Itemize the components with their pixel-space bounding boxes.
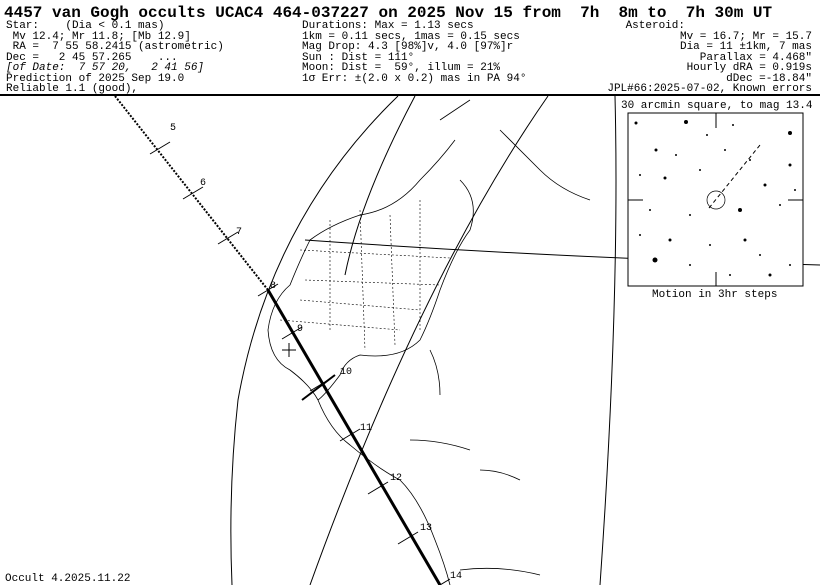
star-dot xyxy=(749,159,751,161)
time-tick-label: 14 xyxy=(450,571,462,582)
star-dot xyxy=(759,254,761,256)
star-dot xyxy=(699,169,701,171)
time-tick xyxy=(397,531,419,545)
star-dot xyxy=(668,238,672,242)
durations-line: 1km = 0.11 secs, 1mas = 0.15 secs xyxy=(302,30,520,43)
inset-caption-bottom: Motion in 3hr steps xyxy=(652,289,778,301)
asteroid-line: Hourly dRA = 0.919s xyxy=(686,62,812,74)
asteroid-line: JPL#66:2025-07-02, Known errors xyxy=(607,83,812,95)
star-dot xyxy=(724,149,726,151)
time-tick xyxy=(281,326,303,340)
star-dot xyxy=(689,264,691,266)
time-tick xyxy=(217,231,239,245)
star-dot xyxy=(706,134,708,136)
star-dot xyxy=(649,209,651,211)
star-line: Mv 12.4; Mr 11.8; [Mb 12.9] xyxy=(6,30,191,43)
star-dot xyxy=(675,154,677,156)
star-dot xyxy=(788,131,792,135)
time-tick-label: 6 xyxy=(200,178,206,189)
star-dot xyxy=(788,163,792,167)
star-dot xyxy=(763,183,767,187)
star-line: Reliable 1.1 (good), xyxy=(6,83,139,95)
durations-line: Mag Drop: 4.3 [98%]v, 4.0 [97%]r xyxy=(302,41,514,53)
star-dot xyxy=(639,234,641,236)
time-tick xyxy=(149,141,171,155)
time-tick xyxy=(257,283,279,297)
coastline xyxy=(409,129,591,576)
time-tick xyxy=(339,428,361,442)
footer-version: Occult 4.2025.11.22 xyxy=(5,573,131,585)
star-line: Dec = 2 45 57.265 ... xyxy=(6,51,178,64)
star-dot xyxy=(652,257,658,263)
time-tick-label: 7 xyxy=(236,227,242,238)
star-dot xyxy=(729,274,731,276)
durations-line: Sun : Dist = 111° xyxy=(302,51,415,64)
time-tick-label: 8 xyxy=(270,281,276,292)
time-tick xyxy=(439,578,451,585)
star-dot xyxy=(732,124,734,126)
coastline xyxy=(317,179,474,401)
star-dot xyxy=(743,238,747,242)
time-tick-label: 12 xyxy=(390,473,402,484)
time-tick-label: 10 xyxy=(340,367,352,378)
globe-limb xyxy=(230,95,399,585)
star-dot xyxy=(663,176,667,180)
asteroid-line: Parallax = 4.468" xyxy=(699,51,812,64)
path-central xyxy=(266,289,442,585)
time-tick xyxy=(182,186,204,200)
durations-line: Moon: Dist = 59°, illum = 21% xyxy=(302,62,501,74)
star-line: RA = 7 55 58.2415 (astrometric) xyxy=(6,41,224,53)
meridian-line xyxy=(309,95,549,585)
error-bar xyxy=(301,374,336,401)
star-dot xyxy=(684,120,688,124)
header-divider xyxy=(0,94,820,96)
star-dot xyxy=(794,189,796,191)
star-dot xyxy=(779,204,781,206)
meridian-line xyxy=(599,95,617,585)
inset-caption-top: 30 arcmin square, to mag 13.4 xyxy=(621,100,813,112)
star-chart-inset xyxy=(627,112,804,287)
time-tick-label: 11 xyxy=(360,423,372,434)
star-dot xyxy=(639,174,641,176)
star-dot xyxy=(634,121,638,125)
asteroid-line: dDec =-18.84" xyxy=(726,72,812,85)
time-tick xyxy=(367,481,389,495)
asteroid-line: Mv = 16.7; Mr = 15.7 xyxy=(679,30,812,43)
star-dot xyxy=(689,214,691,216)
star-dot xyxy=(768,273,772,277)
time-tick-label: 13 xyxy=(420,523,432,534)
meridian-line xyxy=(344,95,416,276)
coastline xyxy=(267,99,471,585)
asteroid-line: Asteroid: xyxy=(625,20,685,32)
star-dot xyxy=(789,264,791,266)
durations-line: 1σ Err: ±(2.0 x 0.2) mas in PA 94° xyxy=(302,72,527,85)
time-tick-label: 5 xyxy=(170,123,176,134)
star-dot xyxy=(738,208,742,212)
durations-line: Durations: Max = 1.13 secs xyxy=(302,20,474,32)
star-line: Prediction of 2025 Sep 19.0 xyxy=(6,72,185,85)
observer-cross xyxy=(282,343,296,357)
star-dot xyxy=(709,244,711,246)
state-borders xyxy=(279,200,451,351)
path-extrapolated xyxy=(114,95,269,291)
star-line: Star: (Dia < 0.1 mas) xyxy=(6,20,165,32)
star-dot xyxy=(654,148,658,152)
asteroid-line: Dia = 11 ±1km, 7 mas xyxy=(679,41,812,53)
time-tick-label: 9 xyxy=(297,324,303,335)
star-line: [of Date: 7 57 20, 2 41 56] xyxy=(6,62,205,74)
page-title: 4457 van Gogh occults UCAC4 464-037227 o… xyxy=(4,4,773,22)
